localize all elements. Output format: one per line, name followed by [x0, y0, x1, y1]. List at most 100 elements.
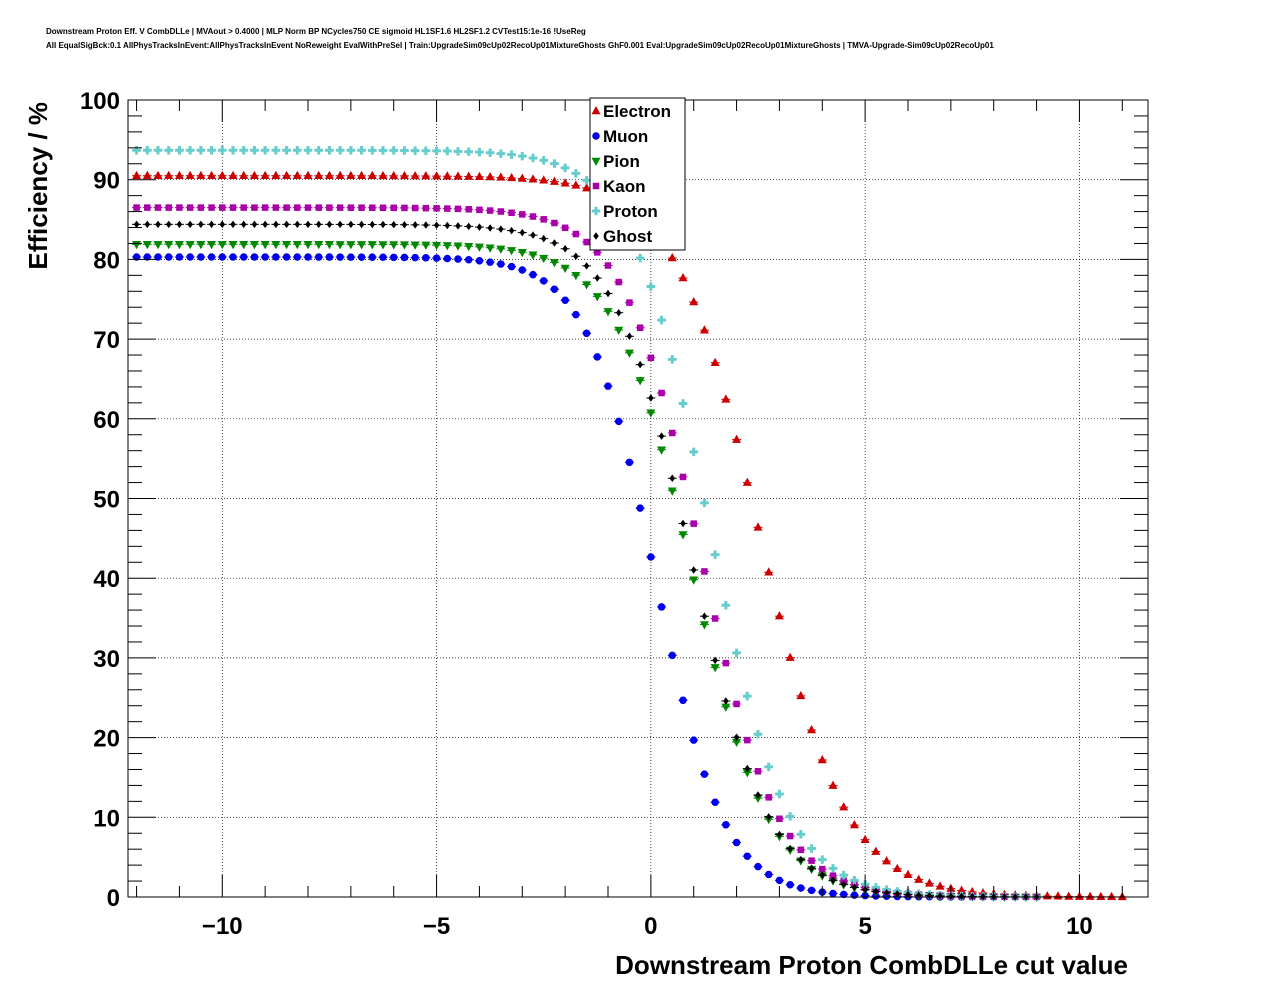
data-point-ghost [165, 220, 172, 229]
data-point-electron [442, 171, 452, 180]
data-point-pion [753, 794, 763, 804]
data-point-muon [422, 254, 430, 262]
data-point-kaon [369, 204, 376, 211]
y-tick-label: 50 [93, 487, 120, 514]
data-point-pion [378, 241, 388, 250]
data-point-proton [485, 148, 495, 158]
data-point-proton [689, 447, 698, 457]
data-point-proton [528, 153, 538, 163]
x-tick-label: 5 [858, 913, 871, 940]
data-point-proton [303, 145, 313, 155]
data-point-kaon [358, 204, 365, 211]
data-point-kaon [572, 230, 580, 238]
data-point-kaon [604, 262, 612, 269]
data-point-proton [196, 145, 206, 155]
data-point-electron [539, 175, 549, 184]
data-point-ghost [658, 432, 665, 440]
data-point-muon [389, 253, 398, 262]
data-point-pion [421, 241, 431, 250]
y-tick-label: 10 [93, 805, 120, 832]
data-point-electron [153, 170, 163, 179]
data-point-muon [272, 253, 280, 261]
data-point-pion [667, 487, 677, 496]
data-point-ghost [187, 220, 193, 229]
data-point-ghost [583, 262, 590, 270]
data-point-electron [1085, 891, 1095, 900]
data-point-muon [829, 889, 837, 898]
data-point-proton [796, 830, 806, 839]
legend-marker-pion [591, 157, 601, 166]
data-point-pion [453, 242, 463, 251]
data-point-electron [1096, 891, 1106, 900]
data-point-proton [764, 762, 773, 772]
data-point-proton [143, 145, 152, 155]
data-point-ghost [819, 871, 826, 879]
data-point-pion [282, 241, 292, 250]
data-point-electron [357, 170, 367, 180]
data-point-muon [261, 253, 269, 261]
series-muon [132, 253, 999, 901]
legend-marker-muon [592, 132, 600, 140]
data-point-electron [689, 297, 699, 306]
legend-box [589, 97, 686, 251]
data-point-ghost [573, 252, 579, 260]
data-point-electron [571, 180, 581, 189]
data-point-electron [174, 170, 184, 179]
data-point-muon [357, 253, 366, 261]
data-point-pion [646, 409, 656, 418]
data-point-muon [764, 870, 773, 879]
data-point-muon [229, 253, 237, 261]
data-point-proton [668, 355, 677, 364]
data-point-ghost [198, 220, 204, 229]
data-point-kaon [486, 207, 494, 214]
data-point-ghost [712, 656, 718, 665]
data-point-kaon [294, 204, 301, 211]
data-point-pion [335, 241, 345, 250]
data-point-electron [399, 170, 409, 180]
data-point-ghost [423, 221, 429, 229]
data-point-proton [646, 282, 656, 291]
y-tick-label: 60 [93, 407, 120, 434]
data-point-muon [282, 253, 291, 261]
data-point-muon [454, 255, 462, 263]
data-point-kaon [765, 794, 772, 801]
y-tick-label: 80 [93, 247, 120, 274]
data-point-electron [474, 171, 484, 180]
data-point-muon [839, 890, 848, 899]
data-point-pion [721, 703, 731, 712]
legend-label-electron: Electron [603, 102, 671, 121]
x-tick-label: 0 [644, 913, 657, 940]
data-point-kaon [636, 324, 644, 331]
data-point-proton [378, 146, 388, 155]
data-point-proton [539, 156, 548, 165]
data-point-ghost [315, 220, 322, 229]
data-point-proton [271, 145, 281, 155]
data-point-ghost [530, 231, 536, 239]
data-point-ghost [240, 220, 247, 229]
data-point-proton [700, 498, 709, 508]
data-point-kaon [444, 205, 451, 212]
data-point-electron [207, 170, 217, 179]
data-point-proton [314, 145, 323, 155]
data-point-ghost [594, 274, 601, 282]
data-point-electron [871, 846, 881, 855]
data-point-kaon [551, 219, 558, 227]
data-point-pion [528, 251, 538, 260]
data-point-electron [378, 170, 388, 180]
x-axis-title: Downstream Proton CombDLLe cut value [615, 950, 1128, 980]
data-point-proton [282, 145, 291, 155]
data-point-muon [314, 253, 323, 261]
data-point-ghost [305, 220, 311, 229]
data-point-electron [335, 170, 345, 180]
data-point-ghost [648, 394, 654, 402]
data-point-kaon [208, 204, 215, 211]
data-point-kaon [315, 204, 322, 211]
data-point-pion [582, 281, 592, 290]
data-point-electron [892, 863, 902, 873]
data-point-kaon [733, 700, 740, 708]
x-tick-label: −10 [202, 913, 243, 940]
data-point-kaon [251, 204, 258, 211]
data-point-ghost [669, 474, 676, 483]
data-point-muon [239, 253, 248, 261]
